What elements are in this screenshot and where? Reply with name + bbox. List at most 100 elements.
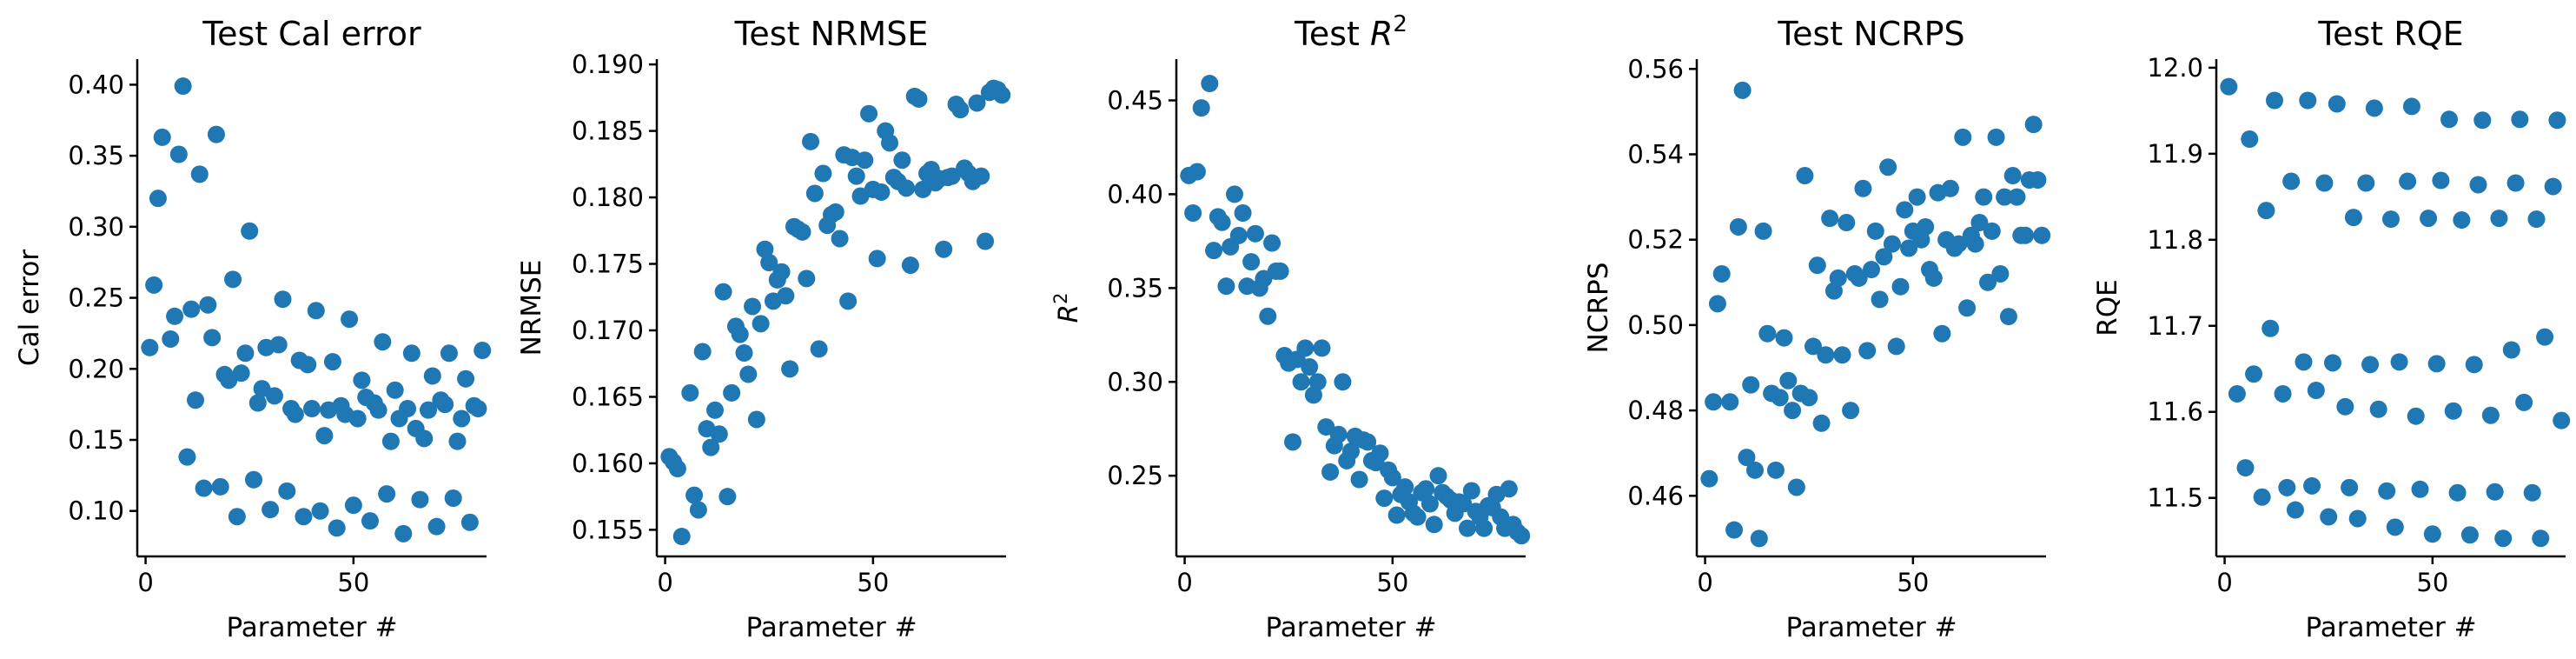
y-tick-label: 0.40 xyxy=(1107,179,1163,209)
data-point xyxy=(2024,116,2043,134)
r-squared-panel: Test R2 0 500.250.300.350.400.45 Paramete… xyxy=(1050,11,1531,643)
data-point xyxy=(2378,482,2396,500)
data-point xyxy=(2261,319,2280,337)
data-point xyxy=(174,77,192,96)
data-point xyxy=(826,203,844,221)
data-point xyxy=(860,104,878,123)
scatter-plot: 0 50 0.155 0.160 0.165 0.170 0.175 0.180 0.185 0.… xyxy=(572,50,1011,597)
data-point xyxy=(756,240,774,258)
data-point xyxy=(1979,273,1997,291)
nrmse-panel: Test NRMSE 0 500.1550.1600.1650.1700.1750… xyxy=(516,15,1011,643)
data-point xyxy=(1983,222,2001,240)
data-point xyxy=(1800,389,1818,407)
data-point xyxy=(2286,501,2304,519)
data-point xyxy=(2344,209,2362,227)
data-point xyxy=(344,496,362,515)
data-point xyxy=(295,508,313,526)
data-point xyxy=(1259,307,1277,325)
data-point xyxy=(1712,264,1731,283)
data-point xyxy=(178,448,196,466)
data-point xyxy=(361,512,379,530)
data-point xyxy=(868,250,886,268)
data-point xyxy=(307,302,325,320)
data-point xyxy=(943,167,961,185)
y-tick-label: 0.25 xyxy=(1107,461,1163,490)
data-point xyxy=(1858,342,1877,360)
data-point xyxy=(1408,508,1427,526)
data-point xyxy=(457,369,475,388)
data-point xyxy=(2532,529,2550,548)
data-point xyxy=(1429,467,1447,485)
data-point xyxy=(993,86,1011,104)
data-point xyxy=(1205,242,1223,260)
data-point xyxy=(1475,519,1493,537)
y-tick-label: 0.170 xyxy=(572,316,644,345)
data-point xyxy=(2336,397,2354,416)
data-point xyxy=(685,486,704,504)
data-point xyxy=(2253,488,2271,506)
y-tick-label: 0.10 xyxy=(68,496,124,526)
data-point xyxy=(1217,277,1235,296)
data-point xyxy=(1396,478,1414,496)
y-label-superscript: 2 xyxy=(1050,293,1071,304)
data-point xyxy=(1738,449,1756,467)
data-point xyxy=(739,365,758,383)
data-point xyxy=(2257,202,2275,220)
data-point xyxy=(793,223,811,241)
data-point xyxy=(2548,111,2566,130)
data-point xyxy=(1863,261,1880,279)
x-tick-label: 0 xyxy=(1697,568,1712,597)
data-point xyxy=(1350,470,1368,489)
data-point xyxy=(2402,97,2420,116)
data-point xyxy=(1725,521,1744,539)
data-point xyxy=(2420,210,2438,228)
data-point xyxy=(473,342,492,360)
data-point xyxy=(2282,172,2301,190)
data-point xyxy=(1771,389,1789,407)
data-point xyxy=(798,270,816,288)
data-point xyxy=(2390,353,2408,371)
data-point xyxy=(1746,461,1764,479)
data-point xyxy=(718,488,737,506)
data-point xyxy=(1784,402,1802,420)
data-point xyxy=(274,290,292,309)
data-point xyxy=(2440,110,2458,129)
data-point xyxy=(702,438,720,456)
data-point xyxy=(1301,357,1319,376)
data-point xyxy=(1229,226,1248,244)
panel-title: Test NCRPS xyxy=(1777,15,1964,53)
data-point xyxy=(169,145,188,163)
data-point xyxy=(1966,235,1984,253)
data-point xyxy=(1742,376,1760,394)
data-point xyxy=(1188,163,1206,181)
data-point xyxy=(839,292,858,310)
data-point xyxy=(1213,213,1231,231)
data-point xyxy=(1838,214,1856,232)
data-point xyxy=(901,256,919,275)
data-point xyxy=(831,230,849,248)
data-point xyxy=(2278,478,2296,496)
data-point xyxy=(299,356,317,374)
data-point xyxy=(1733,81,1752,99)
data-point xyxy=(1263,234,1281,252)
data-point xyxy=(2361,356,2380,374)
data-point xyxy=(203,329,222,347)
data-point xyxy=(847,167,865,185)
data-point xyxy=(2228,384,2246,403)
data-point xyxy=(1242,253,1261,271)
data-point xyxy=(1184,203,1202,222)
x-axis-label: Parameter # xyxy=(1265,612,1436,643)
data-point xyxy=(2544,177,2562,196)
data-point xyxy=(1284,433,1301,451)
panel-title: Test Cal error xyxy=(202,15,421,53)
data-point xyxy=(1996,188,2014,206)
data-point xyxy=(1371,444,1389,463)
data-point xyxy=(1812,414,1831,432)
data-point xyxy=(1917,217,1935,236)
data-point xyxy=(1879,158,1897,176)
data-point xyxy=(1226,185,1243,203)
data-point xyxy=(141,338,159,356)
y-tick-label: 0.45 xyxy=(1107,85,1163,115)
data-point xyxy=(2382,210,2400,229)
data-point xyxy=(1721,393,1739,411)
